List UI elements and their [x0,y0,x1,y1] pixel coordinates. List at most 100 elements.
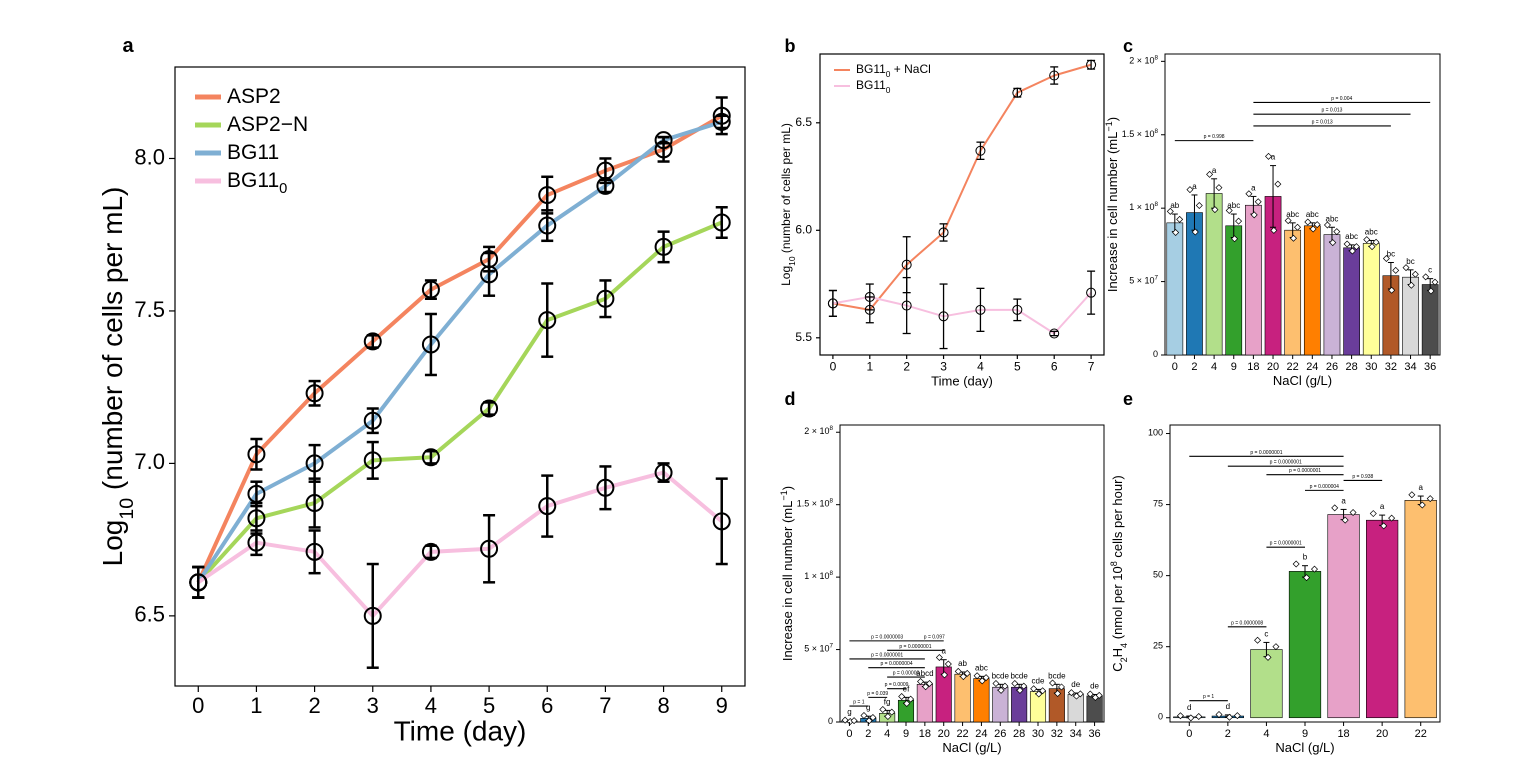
text-span: 2 × 10 [1129,56,1154,66]
y-axis-title: Log10 (number of cells per mL) [97,187,138,567]
significance-letter: bcde [992,671,1010,680]
x-tick-label: 1 [866,359,873,373]
x-tick-label: 3 [940,359,947,373]
significance-letter: a [1192,182,1197,191]
x-tick-label: 9 [716,693,728,718]
x-tick-label: 4 [977,359,984,373]
significance-letter: abc [975,663,988,672]
text-span: BG11 [856,78,886,92]
text-span: 4 [1119,643,1129,648]
replicate-point [884,713,892,720]
x-tick-label: 5 [1014,359,1021,373]
replicate-point [1270,226,1278,234]
replicate-point [1272,643,1280,651]
replicate-point [888,708,896,716]
replicate-point [869,714,877,722]
replicate-point [1231,235,1239,243]
y-tick-label: 1 × 108 [1129,201,1158,212]
significance-letter: a [1212,166,1217,175]
x-tick-label: 2 [1191,361,1197,373]
replicate-point [907,695,915,703]
replicate-point [1431,278,1439,286]
y-tick-label: 25 [1153,641,1163,651]
y-tick-label: 0 [1158,712,1163,722]
p-value-label: p = 0.097 [924,634,945,640]
x-tick-label: 2 [308,693,320,718]
bar [954,673,971,723]
p-value-label: p = 0.0000004 [881,661,913,667]
data-point [1049,70,1060,81]
replicate-point [935,654,943,662]
replicate-point [982,674,990,682]
series-line [832,291,1092,335]
data-point [247,484,266,503]
y-tick-label: 6.5 [134,602,165,627]
x-tick-label: 26 [994,728,1006,740]
replicate-point [1426,495,1434,503]
significance-letter: a [1380,502,1385,511]
p-value-label: p = 0.0000001 [1289,468,1321,474]
replicate-point [1186,186,1194,194]
text-span: 0 [886,85,891,95]
x-tick-label: 2 [1225,728,1231,740]
p-value-label: p = 1 [853,700,864,706]
legend-label: BG11 [227,141,279,164]
x-tick-label: 22 [956,728,968,740]
text-span: 8 [829,570,833,577]
x-tick-label: 24 [1306,361,1318,373]
replicate-point [926,679,933,687]
replicate-point [1388,514,1396,522]
replicate-point [1195,202,1203,210]
series-line [196,119,723,584]
text-span: −1 [779,490,789,500]
data-point [654,463,673,482]
series-line [196,220,723,584]
replicate-point [1011,679,1019,687]
y-tick-label: 1.5 × 108 [797,498,834,509]
significance-letter: bcde [1010,671,1028,680]
bar [1366,519,1399,719]
replicate-point [1411,270,1419,278]
replicate-point [1352,243,1360,251]
replicate-point [922,683,930,691]
replicate-point [1292,560,1300,568]
x-tick-label: 7 [599,693,611,718]
replicate-point [1368,243,1376,251]
significance-letter: g [847,707,851,716]
data-point [363,332,382,351]
x-tick-label: 5 [483,693,495,718]
replicate-point [1382,255,1390,263]
replicate-point [1172,229,1180,237]
replicate-point [1225,207,1233,215]
replicate-point [992,679,1000,687]
p-value-label: p = 0.998 [1204,134,1225,140]
significance-letter: de [1090,681,1099,690]
x-tick-label: 9 [903,728,909,740]
text-span: 100 [1148,428,1163,438]
p-value-label: p = 0.0009 [885,682,909,688]
text-span: ASP2−N [227,113,308,136]
significance-letter: ef [903,684,910,693]
x-tick-label: 8 [657,693,669,718]
p-value-label: p = 0.039 [867,691,888,697]
replicate-point [1329,239,1337,247]
data-point [421,542,440,561]
replicate-point [1020,682,1028,690]
p-value-label: p = 0.0000001 [1270,541,1302,547]
replicate-point [1309,225,1317,233]
data-point [827,298,838,309]
data-point [247,445,266,464]
replicate-point [1195,713,1203,721]
replicate-point [1310,565,1318,573]
text-span: 0 [828,716,833,726]
series-line [197,470,724,618]
replicate-point [1289,234,1297,242]
x-tick-label: 30 [1032,728,1044,740]
significance-letter: a [941,647,946,656]
text-span: 2 × 10 [804,427,829,437]
replicate-point [1427,287,1435,295]
data-point [654,131,673,150]
text-span: 0 [279,181,287,197]
text-span: 8 [829,425,833,432]
